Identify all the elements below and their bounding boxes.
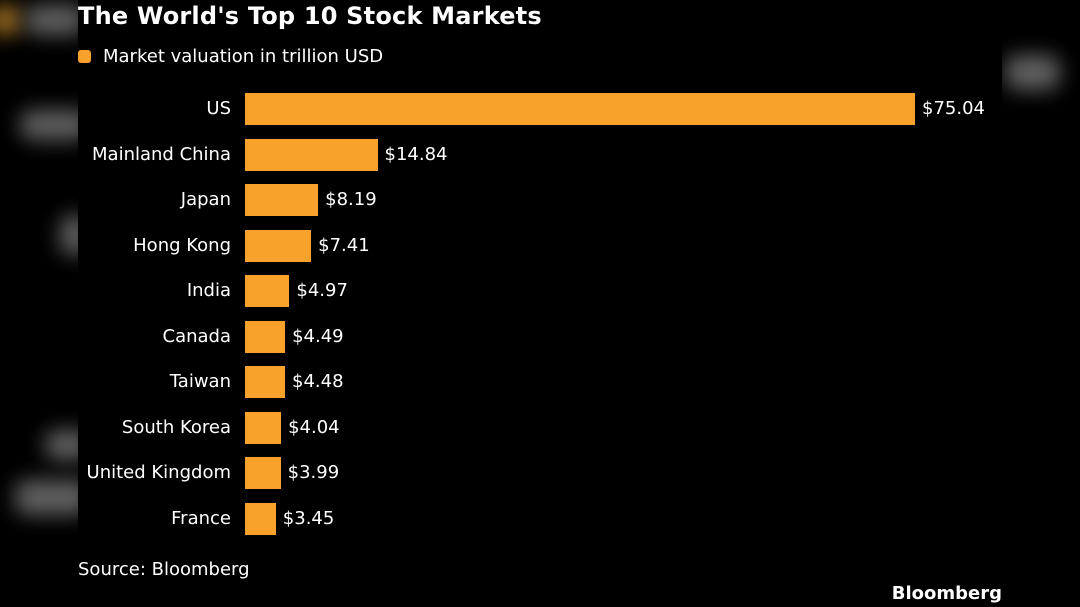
- data-label: $4.49: [292, 325, 344, 347]
- blurred-background: [15, 480, 90, 515]
- data-label: $4.48: [292, 371, 344, 392]
- data-label: $8.19: [325, 189, 377, 210]
- bar: [245, 366, 285, 398]
- data-label: $7.41: [318, 234, 370, 256]
- blurred-background: [25, 5, 85, 35]
- category-label: India: [186, 280, 231, 301]
- bar: [245, 93, 915, 125]
- category-label: Hong Kong: [133, 234, 231, 256]
- bar: [245, 320, 286, 353]
- data-label: $75.04: [922, 98, 985, 119]
- source-note: Source: Bloomberg: [78, 559, 250, 580]
- blurred-background: [1005, 55, 1060, 90]
- legend-swatch: [78, 50, 91, 63]
- data-label: $14.84: [384, 143, 448, 165]
- bar: [245, 184, 319, 216]
- bloomberg-logo: Bloomberg: [891, 583, 1002, 604]
- category-label: Japan: [180, 189, 231, 210]
- category-label: Canada: [162, 325, 232, 347]
- legend: Market valuation in trillion USD: [78, 46, 383, 67]
- data-label: $3.45: [282, 507, 335, 529]
- category-label: Mainland China: [92, 143, 231, 165]
- category-label: South Korea: [121, 416, 231, 438]
- bar: [245, 457, 281, 489]
- bar: [245, 229, 312, 262]
- bar: [245, 275, 290, 307]
- bar: [245, 502, 276, 535]
- data-label: $3.99: [287, 462, 340, 483]
- legend-label: Market valuation in trillion USD: [103, 46, 384, 67]
- data-label: $4.04: [288, 416, 340, 438]
- category-label: US: [206, 98, 231, 119]
- category-label: United Kingdom: [86, 462, 231, 483]
- category-label: Taiwan: [169, 371, 231, 392]
- data-label: $4.97: [296, 280, 348, 301]
- bar: [245, 138, 378, 171]
- bar: [245, 411, 282, 444]
- category-label: France: [171, 507, 231, 529]
- chart-panel: The World's Top 10 Stock Markets Market …: [78, 0, 1002, 607]
- blurred-background: [0, 5, 20, 35]
- chart-title: The World's Top 10 Stock Markets: [78, 2, 542, 30]
